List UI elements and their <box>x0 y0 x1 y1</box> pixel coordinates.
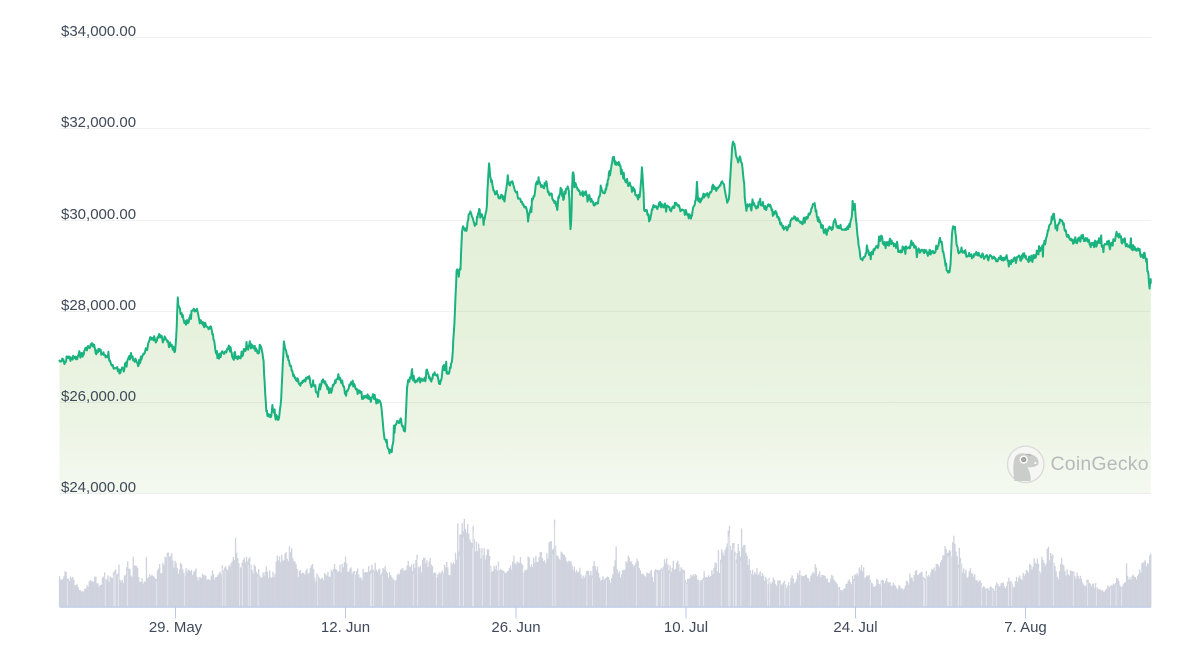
svg-text:24. Jul: 24. Jul <box>833 619 877 636</box>
svg-text:$34,000.00: $34,000.00 <box>61 23 136 40</box>
svg-text:10. Jul: 10. Jul <box>664 619 708 636</box>
svg-text:CoinGecko: CoinGecko <box>1051 453 1149 475</box>
svg-text:$32,000.00: $32,000.00 <box>61 114 136 131</box>
svg-text:26. Jun: 26. Jun <box>491 619 540 636</box>
svg-text:$24,000.00: $24,000.00 <box>61 479 136 496</box>
svg-text:7. Aug: 7. Aug <box>1004 619 1047 636</box>
svg-text:29. May: 29. May <box>149 619 203 636</box>
svg-text:$28,000.00: $28,000.00 <box>61 297 136 314</box>
svg-text:$26,000.00: $26,000.00 <box>61 388 136 405</box>
svg-text:$30,000.00: $30,000.00 <box>61 206 136 223</box>
svg-text:12. Jun: 12. Jun <box>321 619 370 636</box>
